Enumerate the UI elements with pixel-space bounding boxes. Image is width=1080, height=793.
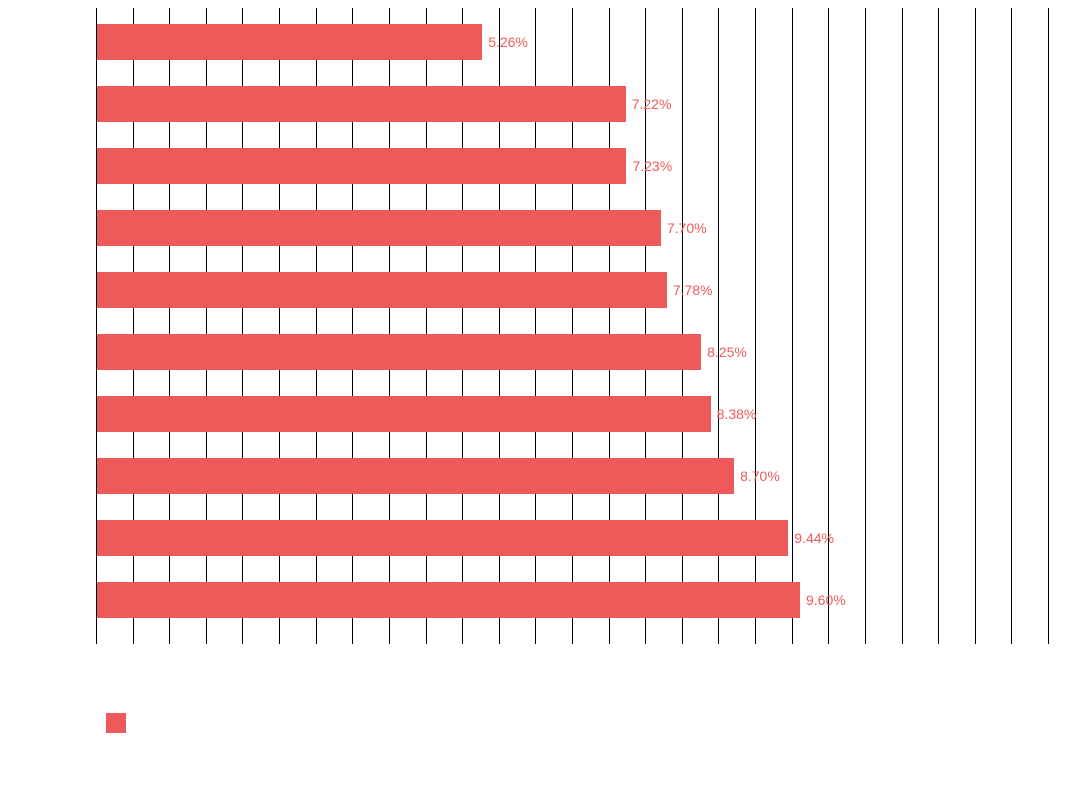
plot-area: 5.26% 7.22% 7.23% 7.70% 7.78% 8.25% 8.38% 8.70%… [96,8,1048,644]
grid-line [902,8,903,644]
grid-line [865,8,866,644]
bar: 8.70% [97,458,734,494]
grid-line [828,8,829,644]
bar-value-label: 9.44% [794,530,834,546]
bar-chart: 5.26% 7.22% 7.23% 7.70% 7.78% 8.25% 8.38% 8.70%… [96,8,1048,656]
grid-line [1011,8,1012,644]
bar-value-label: 7.70% [667,220,707,236]
bar-value-label: 7.22% [632,96,672,112]
grid-line [975,8,976,644]
bar: 7.22% [97,86,626,122]
bar: 8.25% [97,334,701,370]
bar-value-label: 7.78% [673,282,713,298]
grid-line [1048,8,1049,644]
bar: 5.26% [97,24,482,60]
bar-value-label: 8.38% [717,406,757,422]
grid-line [792,8,793,644]
bar-value-label: 8.70% [740,468,780,484]
bar-value-label: 8.25% [707,344,747,360]
bar-value-label: 7.23% [632,158,672,174]
bar-value-label: 5.26% [488,34,528,50]
bar-value-label: 9.60% [806,592,846,608]
legend-swatch [106,713,126,733]
bar: 7.78% [97,272,667,308]
bar: 9.44% [97,520,788,556]
bar: 7.23% [97,148,626,184]
bar: 8.38% [97,396,711,432]
legend [106,713,134,733]
grid-line [938,8,939,644]
bar: 9.60% [97,582,800,618]
bar: 7.70% [97,210,661,246]
